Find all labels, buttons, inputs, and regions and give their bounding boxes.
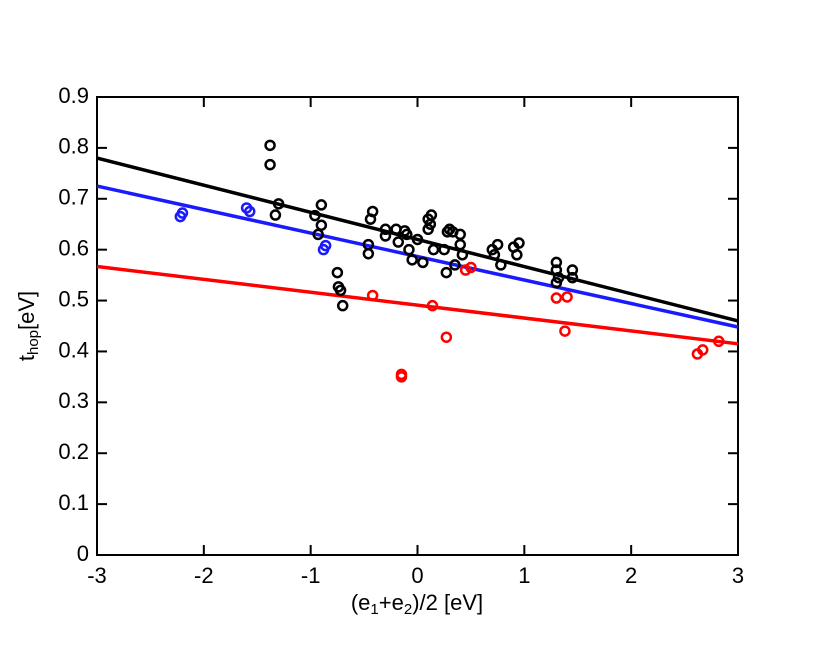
data-point [426,299,439,312]
data-point [566,271,579,284]
data-point [465,261,477,274]
data-point [336,299,349,312]
data-point [395,368,408,381]
x-tick-label: -1 [301,563,321,588]
data-point [550,276,563,289]
data-point [315,199,328,211]
x-label-part: +e [379,590,404,615]
data-point [440,266,453,279]
y-tick-label: 0 [77,541,89,566]
y-label-sub: hop [25,330,42,355]
data-point [449,259,461,271]
y-tick-label: 0.4 [58,337,89,362]
data-point [392,236,405,248]
x-tick-label: 0 [411,563,423,588]
data-point [362,247,375,260]
data-point [696,344,709,356]
x-tick-label: 1 [518,563,530,588]
data-point [495,259,507,271]
y-tick-label: 0.1 [58,490,89,515]
x-label-sub: 1 [370,601,378,618]
plot-frame [96,96,739,556]
data-point [440,331,453,343]
data-point [366,289,379,302]
y-tick-label: 0.7 [58,185,89,210]
fit-line [96,184,739,329]
data-point [401,228,413,241]
data-point [438,243,450,256]
data-point [561,291,573,303]
x-axis-label: (e1+e2)/2 [eV] [351,590,483,618]
y-tick-label: 0.5 [58,286,89,311]
data-point [550,292,563,304]
data-point [244,205,256,218]
data-point [424,218,437,230]
y-label-part: t [14,355,39,361]
data-point [456,249,469,261]
y-axis-label: thop[eV] [14,291,42,361]
y-label-part: [eV] [14,291,39,330]
data-point [427,243,440,256]
data-point [309,209,321,222]
data-point [488,249,501,261]
data-point [312,228,324,241]
y-tick-label: 0.6 [58,235,89,260]
data-point [417,256,429,269]
data-point [319,239,332,252]
y-tick-label: 0.3 [58,388,89,413]
y-tick-label: 0.9 [58,83,89,108]
x-label-sub: 2 [404,601,412,618]
fit-line [96,156,739,323]
data-point [454,238,466,251]
data-point [272,198,285,210]
x-tick-label: -2 [194,563,214,588]
data-point [269,209,282,221]
data-point [566,264,579,276]
x-label-part: )/2 [eV] [412,590,483,615]
data-point [379,223,392,236]
x-tick-label: -3 [87,563,107,588]
x-label-part: (e [351,590,371,615]
data-point [513,237,525,249]
y-tick-label: 0.8 [58,134,89,159]
data-point [264,158,276,171]
data-point [559,325,571,337]
data-point [406,254,418,266]
data-point [315,219,328,231]
data-point [331,266,344,279]
x-tick-label: 3 [732,563,744,588]
data-point [713,335,725,348]
y-tick-label: 0.2 [58,439,89,464]
data-point [403,243,415,256]
data-point [511,249,523,261]
data-point [550,256,563,269]
data-point [379,230,392,242]
x-tick-label: 2 [625,563,637,588]
data-point [491,238,504,251]
data-point [334,284,347,297]
fit-line [96,264,739,346]
data-point [264,139,276,152]
data-point [411,233,424,246]
data-point [176,207,189,219]
data-point [364,213,377,225]
